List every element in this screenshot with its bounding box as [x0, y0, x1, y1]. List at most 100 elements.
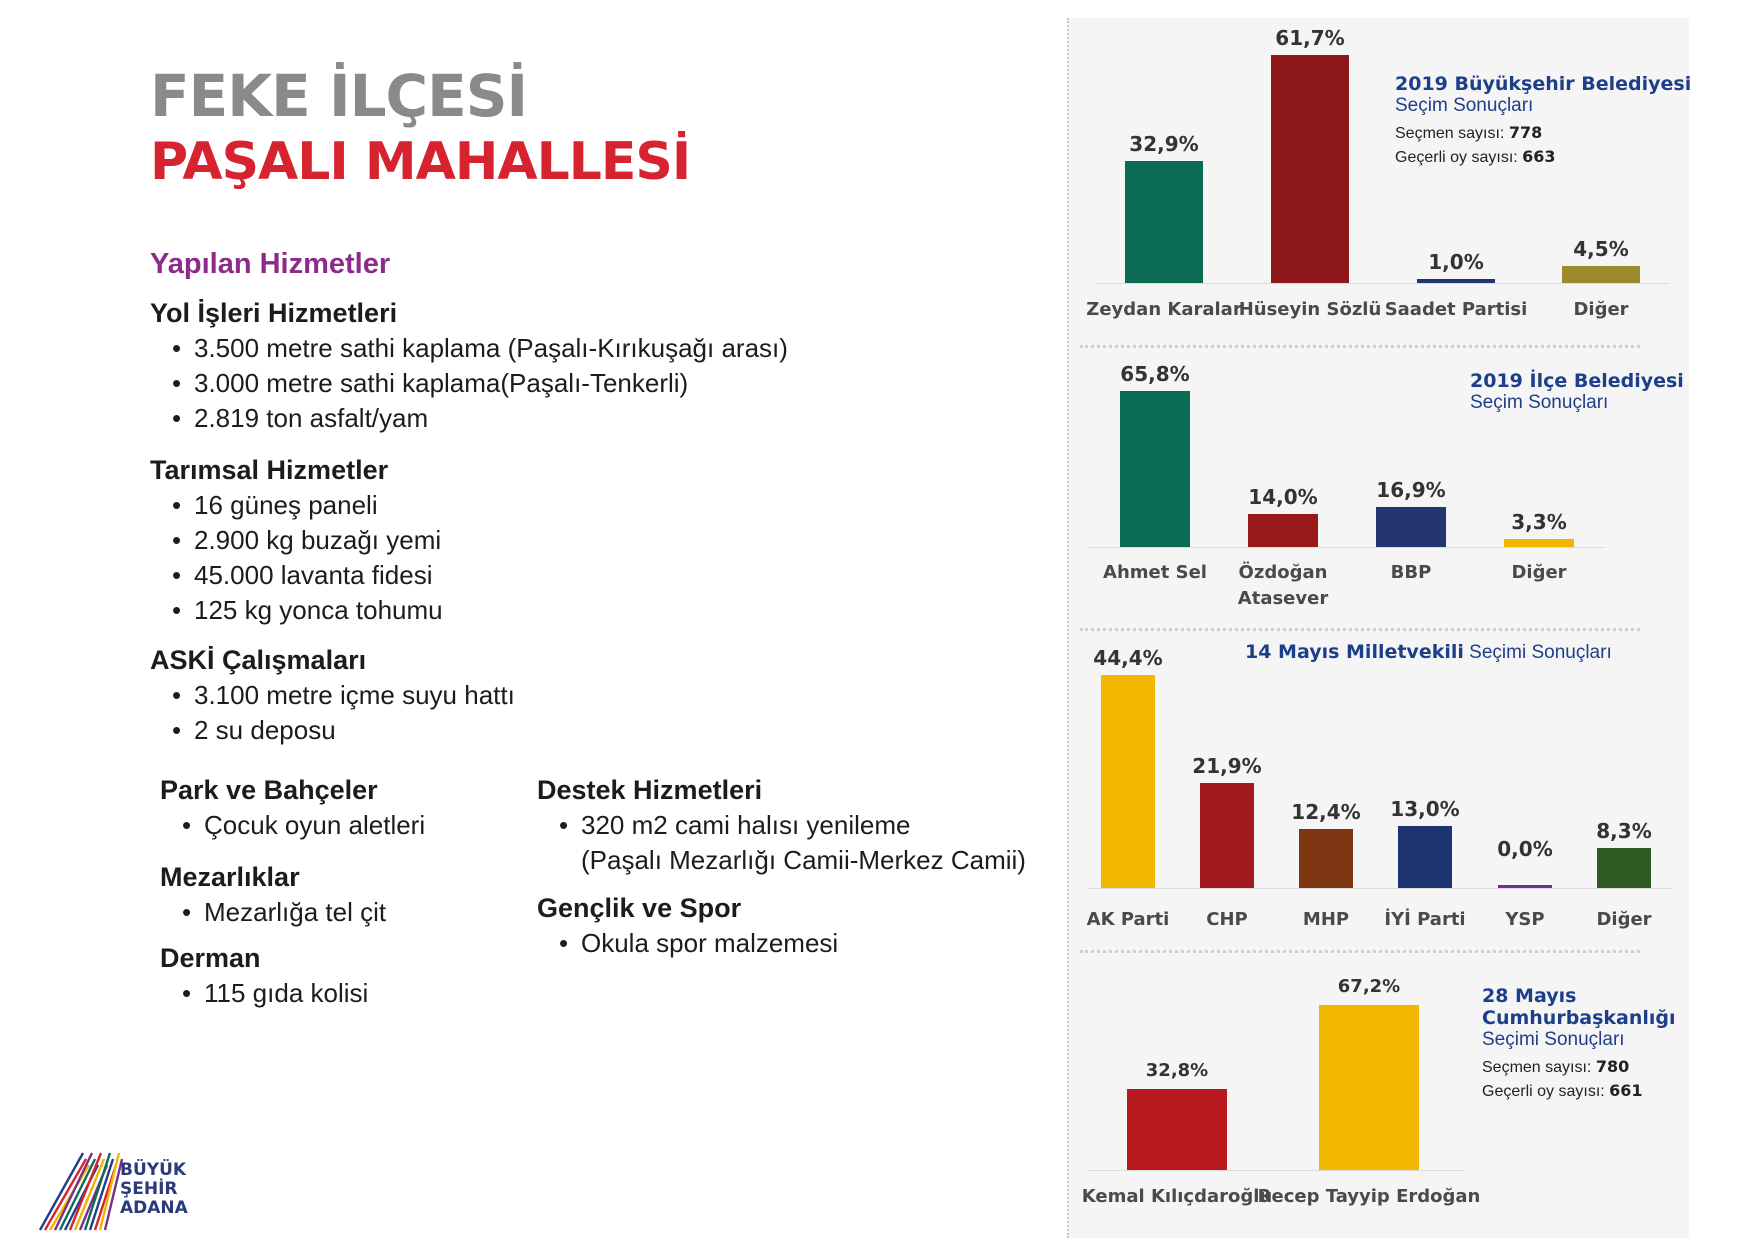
bar — [1125, 161, 1203, 283]
chart4-legend: 28 Mayıs Cumhurbaşkanlığı Seçimi Sonuçla… — [1482, 985, 1676, 1101]
data-label: 1,0% — [1428, 250, 1484, 275]
chart3-legend: 14 Mayıs Milletvekili Seçimi Sonuçları — [1245, 641, 1612, 664]
bar — [1597, 848, 1651, 888]
category-label: Saadet Partisi — [1384, 299, 1528, 320]
district-title: FEKE İLÇESİ — [150, 62, 528, 130]
category-label: Kemal Kılıçdaroğlu — [1081, 1186, 1273, 1207]
list-item: 16 güneş paneli — [172, 488, 443, 523]
logo-stripe — [88, 1158, 115, 1231]
list-item: Mezarlığa tel çit — [182, 895, 386, 930]
bar — [1376, 506, 1446, 547]
list-item: 2 su deposu — [172, 713, 515, 748]
divider — [1080, 628, 1640, 631]
neighborhood-title: PAŞALI MAHALLESİ — [150, 132, 691, 192]
logo-stripe — [58, 1158, 97, 1231]
logo-stripe — [38, 1152, 85, 1231]
data-label: 0,0% — [1497, 837, 1553, 861]
list-item-continuation: (Paşalı Mezarlığı Camii-Merkez Camii) — [581, 845, 1026, 875]
chart-baseline — [1088, 547, 1605, 548]
chart-baseline — [1088, 1170, 1465, 1171]
list-item: 2.900 kg buzağı yemi — [172, 523, 443, 558]
section-parks: Park ve Bahçeler Çocuk oyun aletleri — [160, 775, 425, 843]
list-item: Çocuk oyun aletleri — [182, 808, 425, 843]
chart1-valid-votes: Geçerli oy sayısı: 663 — [1395, 147, 1556, 166]
data-label: 8,3% — [1596, 819, 1652, 844]
bar — [1398, 825, 1452, 888]
logo-line: ŞEHİR — [120, 1179, 178, 1199]
bar — [1562, 266, 1640, 283]
chart1-legend: 2019 Büyükşehir Belediyesi Seçim Sonuçla… — [1395, 73, 1691, 167]
logo-line: BÜYÜK — [120, 1160, 187, 1180]
chart4-valid-votes: Geçerli oy sayısı: 661 — [1482, 1081, 1643, 1100]
section-title: Yol İşleri Hizmetleri — [150, 298, 398, 328]
data-label: 67,2% — [1337, 976, 1401, 997]
chart4-subtitle: Seçimi Sonuçları — [1482, 1029, 1625, 1050]
divider — [1080, 345, 1640, 348]
list-item: 115 gıda kolisi — [182, 976, 368, 1011]
data-label: 65,8% — [1120, 362, 1190, 386]
section-support: Destek Hizmetleri 320 m2 cami halısı yen… — [537, 775, 1026, 878]
services-heading: Yapılan Hizmetler — [150, 248, 391, 280]
section-cemeteries: Mezarlıklar Mezarlığa tel çit — [160, 862, 386, 930]
logo-stripe — [73, 1158, 106, 1231]
data-label: 3,3% — [1511, 510, 1567, 535]
data-label: 14,0% — [1248, 484, 1318, 509]
section-aski: ASKİ Çalışmaları 3.100 metre içme suyu h… — [150, 645, 515, 748]
data-label: 13,0% — [1390, 796, 1460, 821]
chart2-title: 2019 İlçe Belediyesi — [1470, 370, 1684, 392]
divider — [1080, 950, 1640, 953]
data-label: 61,7% — [1275, 26, 1345, 50]
section-title: ASKİ Çalışmaları — [150, 645, 367, 675]
category-label-line: Ahmet Sel — [1103, 562, 1207, 583]
bar — [1120, 391, 1190, 547]
bar — [1417, 279, 1495, 283]
list-item: 3.000 metre sathi kaplama(Paşalı-Tenkerl… — [172, 366, 788, 401]
list-item: 3.100 metre içme suyu hattı — [172, 678, 515, 713]
chart1-title: 2019 Büyükşehir Belediyesi — [1395, 73, 1692, 95]
category-label: YSP — [1505, 909, 1545, 930]
section-title: Gençlik ve Spor — [537, 893, 742, 923]
bar — [1319, 1005, 1419, 1170]
category-label: AK Parti — [1086, 909, 1170, 930]
section-title: Destek Hizmetleri — [537, 775, 763, 805]
category-label: Diğer — [1511, 560, 1566, 586]
chart1-voters: Seçmen sayısı: 778 — [1395, 123, 1543, 142]
section-title: Derman — [160, 943, 261, 973]
category-label: CHP — [1206, 909, 1248, 930]
category-label: Özdoğan Atasever — [1238, 560, 1328, 612]
chart1-subtitle: Seçim Sonuçları — [1395, 95, 1534, 116]
chart4-title-line2: Cumhurbaşkanlığı — [1482, 1007, 1676, 1029]
chart3-subtitle: Seçimi Sonuçları — [1463, 642, 1612, 663]
logo-text: BÜYÜK ŞEHİR ADANA — [120, 1161, 188, 1218]
section-derman: Derman 115 gıda kolisi — [160, 943, 368, 1011]
data-label: 21,9% — [1192, 753, 1262, 778]
data-label: 44,4% — [1093, 646, 1163, 670]
bar — [1101, 675, 1155, 888]
category-label: Zeydan Karalar — [1086, 299, 1242, 320]
section-agriculture: Tarımsal Hizmetler 16 güneş paneli 2.900… — [150, 455, 443, 628]
category-label-line: BBP — [1390, 562, 1432, 583]
section-title: Mezarlıklar — [160, 862, 300, 892]
category-label: Hüseyin Sözlü — [1238, 299, 1382, 320]
list-item: 45.000 lavanta fidesi — [172, 558, 443, 593]
logo-stripe — [83, 1152, 112, 1231]
list-item: Okula spor malzemesi — [559, 926, 838, 961]
list-item: 3.500 metre sathi kaplama (Paşalı-Kırıku… — [172, 331, 788, 366]
chart4-title-line1: 28 Mayıs — [1482, 985, 1577, 1007]
logo-stripe — [68, 1152, 103, 1231]
data-label: 4,5% — [1573, 237, 1629, 262]
category-label: İYİ Parti — [1384, 909, 1466, 930]
bar — [1498, 885, 1552, 888]
section-title: Park ve Bahçeler — [160, 775, 378, 805]
category-label: MHP — [1302, 909, 1350, 930]
logo-stripe — [98, 1152, 121, 1231]
category-label: Diğer — [1596, 909, 1652, 930]
logo-line: ADANA — [120, 1198, 188, 1218]
list-item-text: 320 m2 cami halısı yenileme — [581, 810, 911, 840]
data-label: 16,9% — [1376, 477, 1446, 502]
data-label: 32,8% — [1145, 1060, 1209, 1082]
list-item: 320 m2 cami halısı yenileme (Paşalı Mezar… — [559, 808, 1026, 878]
list-item: 2.819 ton asfalt/yam — [172, 401, 788, 436]
list-item: 125 kg yonca tohumu — [172, 593, 443, 628]
bar — [1248, 513, 1318, 547]
